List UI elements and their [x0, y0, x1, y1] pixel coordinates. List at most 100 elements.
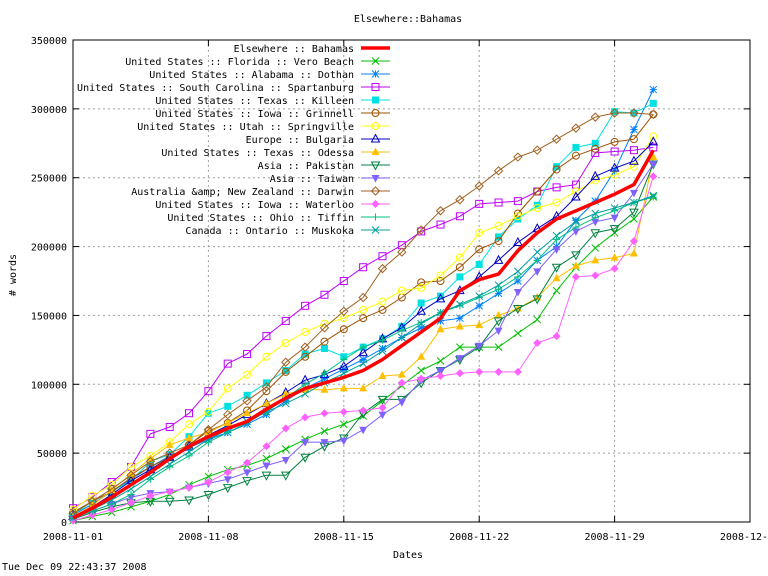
data-point: [648, 109, 658, 120]
data-point: [372, 213, 379, 221]
legend-label: Elsewhere :: Bahamas: [234, 44, 354, 55]
data-point: [127, 498, 136, 507]
x-tick-label: 2008-11-22: [449, 532, 509, 543]
data-point: [127, 469, 136, 477]
data-point: [456, 300, 464, 309]
data-point: [378, 347, 387, 356]
legend-item: Elsewhere :: Bahamas: [234, 44, 390, 55]
data-point: [494, 327, 503, 336]
data-point: [494, 343, 503, 351]
data-point: [513, 289, 522, 297]
data-point: [648, 136, 659, 146]
legend-item: United States :: Florida :: Vero Beach: [125, 57, 390, 68]
data-point: [513, 152, 523, 162]
data-point: [436, 372, 445, 381]
data-point: [417, 374, 426, 383]
data-point: [514, 277, 522, 285]
data-point: [204, 407, 213, 416]
legend-label: United States :: Texas :: Killeen: [155, 96, 354, 107]
data-point: [494, 281, 503, 289]
data-point: [436, 317, 445, 325]
y-tick-label: 0: [61, 518, 67, 529]
data-point: [610, 214, 619, 223]
data-point: [417, 352, 426, 360]
data-point: [320, 369, 328, 377]
data-point: [146, 429, 155, 438]
data-point: [371, 175, 380, 183]
data-point: [262, 399, 271, 407]
data-point: [475, 260, 483, 268]
data-point: [456, 314, 464, 323]
data-point: [300, 342, 310, 352]
data-point: [552, 286, 561, 295]
data-point: [243, 349, 252, 358]
data-point: [301, 352, 310, 361]
data-point: [359, 263, 368, 272]
data-point: [370, 186, 381, 196]
data-point: [397, 399, 406, 407]
data-point: [571, 191, 581, 201]
data-point: [243, 458, 252, 467]
data-point: [281, 457, 290, 465]
x-axis-label: Dates: [393, 550, 423, 561]
data-point: [261, 382, 272, 392]
data-point: [417, 278, 426, 287]
legend-label: Europe :: Bulgaria: [246, 135, 354, 146]
data-point: [378, 396, 387, 405]
data-point: [474, 181, 484, 191]
data-point: [378, 344, 387, 353]
data-point: [359, 383, 368, 392]
data-point: [533, 248, 542, 256]
generated-timestamp: Tue Dec 09 22:43:37 2008: [2, 562, 147, 573]
legend-label: United States :: Ohio :: Tiffin: [167, 213, 354, 224]
series-line: [72, 112, 654, 515]
legend-item: United States :: Iowa :: Grinnell: [155, 109, 390, 120]
y-axis-label: # words: [8, 254, 19, 296]
data-point: [281, 316, 290, 325]
data-point: [571, 228, 580, 236]
data-point: [242, 477, 252, 487]
data-point: [475, 199, 484, 208]
data-point: [378, 411, 387, 420]
data-point: [339, 383, 348, 392]
data-point: [165, 487, 174, 496]
data-point: [371, 109, 380, 117]
data-point: [223, 409, 233, 420]
data-point: [532, 295, 543, 305]
data-point: [371, 57, 380, 65]
data-point: [630, 215, 638, 223]
data-point: [243, 408, 252, 417]
data-point: [203, 490, 214, 501]
legend-item: United States :: Alabama :: Dothan: [149, 70, 390, 81]
legend-label: Canada :: Ontario :: Muskoka: [185, 226, 354, 237]
data-point: [629, 135, 638, 144]
data-point: [358, 347, 368, 357]
data-point: [629, 146, 638, 155]
data-point: [455, 369, 464, 378]
data-point: [571, 261, 580, 269]
data-point: [609, 225, 620, 235]
data-point: [495, 233, 503, 241]
data-point: [204, 427, 213, 436]
data-point: [456, 273, 464, 281]
data-point: [610, 204, 619, 212]
x-tick-label: 2008-12-06: [720, 532, 768, 543]
data-point: [551, 263, 562, 273]
data-point: [185, 452, 193, 460]
data-point: [532, 145, 542, 155]
data-point: [377, 263, 388, 274]
data-point: [126, 470, 136, 480]
x-axis: 2008-11-01 2008-11-08 2008-11-15 2008-11-22…: [43, 40, 768, 543]
data-point: [513, 209, 522, 218]
data-point: [495, 285, 503, 293]
data-point: [320, 409, 329, 418]
data-point: [359, 359, 367, 368]
data-point: [371, 122, 380, 130]
data-point: [371, 226, 380, 234]
data-point: [493, 166, 504, 176]
data-point: [281, 338, 290, 347]
series-0: [72, 149, 655, 520]
data-point: [204, 409, 212, 417]
data-point: [339, 420, 348, 429]
